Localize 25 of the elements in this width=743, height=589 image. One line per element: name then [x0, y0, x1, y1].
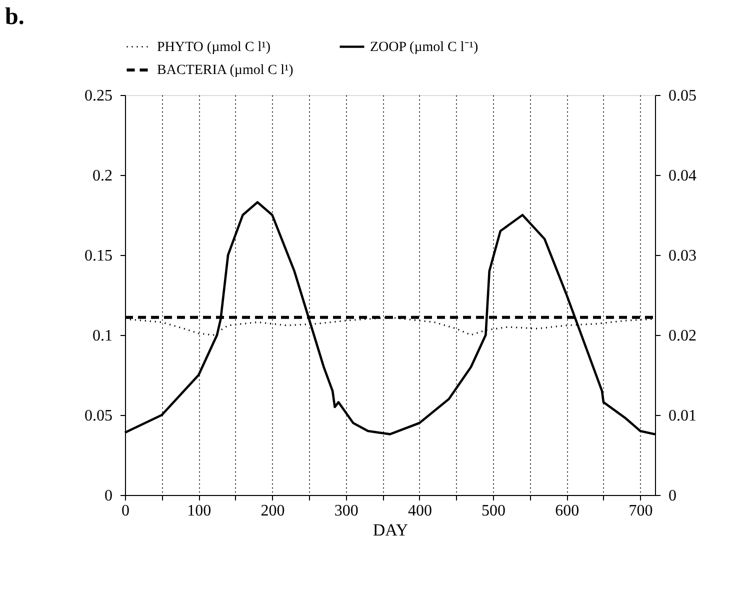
y-tick-label: 0.15 [84, 248, 112, 264]
x-axis-title: DAY [372, 520, 408, 540]
y2-tick-label: 0.04 [668, 168, 696, 184]
y-tick-label: 0.25 [84, 88, 112, 104]
y-tick-label: 0.1 [92, 328, 112, 344]
y-tick-label: 0 [104, 488, 112, 504]
y-tick-label: 0.2 [92, 168, 112, 184]
y2-tick-label: 0.02 [668, 328, 696, 344]
y2-tick-label: 0.01 [668, 408, 696, 424]
x-tick-label: 0 [122, 502, 130, 520]
x-tick-label: 400 [408, 502, 432, 520]
legend-label: BACTERIA (µmol C l¹) [157, 63, 294, 78]
legend-label: ZOOP (µmol C l⁻¹) [370, 40, 478, 55]
chart-title: b. [5, 4, 24, 30]
x-tick-label: 700 [628, 502, 653, 520]
x-tick-label: 200 [260, 502, 285, 520]
x-tick-label: 500 [482, 502, 506, 520]
y2-tick-label: 0 [668, 488, 676, 504]
legend-label: PHYTO (µmol C l¹) [157, 40, 271, 55]
y2-tick-label: 0.05 [668, 88, 696, 104]
y-tick-label: 0.05 [84, 408, 112, 424]
x-tick-label: 600 [555, 502, 580, 520]
x-tick-label: 100 [187, 502, 212, 520]
y2-tick-label: 0.03 [668, 248, 696, 264]
x-tick-label: 300 [334, 502, 358, 520]
